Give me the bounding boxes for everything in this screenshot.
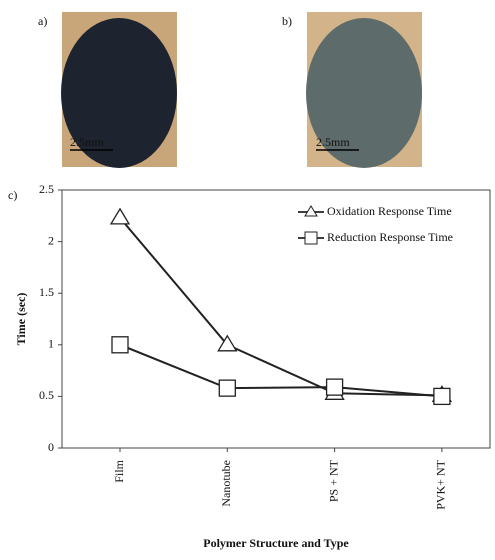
marker-triangle: [217, 334, 238, 352]
legend-label: Reduction Response Time: [327, 230, 453, 244]
plot-frame: [61, 189, 491, 449]
panel-label: b): [282, 14, 292, 28]
panel-label: a): [38, 14, 47, 28]
marker-square: [433, 387, 451, 406]
series-line: [119, 343, 442, 398]
y-tick-label: 1.5: [39, 285, 54, 299]
marker-square: [325, 378, 344, 396]
marker-square: [218, 379, 236, 397]
x-tick-label: Nanotube: [219, 460, 233, 507]
x-tick-label: PVK+ NT: [434, 459, 448, 509]
legend-marker: [304, 231, 318, 245]
y-tick-label: 0: [48, 440, 54, 454]
scale-text: 2.5mm: [316, 135, 350, 149]
y-tick-label: 0.5: [39, 388, 54, 402]
x-tick-label: Film: [112, 459, 126, 482]
y-tick-label: 2: [48, 233, 54, 247]
photo-a-sample: [61, 18, 177, 168]
panel-label: c): [8, 188, 17, 202]
series-line: [119, 217, 442, 397]
legend-label: Oxidation Response Time: [327, 204, 452, 218]
photo-b-sample: [306, 18, 422, 168]
scale-text: 2.5mm: [70, 135, 104, 149]
legend-marker: [304, 205, 318, 217]
y-tick-label: 1: [48, 337, 54, 351]
marker-triangle: [109, 207, 131, 225]
y-axis-title: Time (sec): [14, 293, 28, 346]
marker-square: [111, 336, 129, 354]
x-axis-title: Polymer Structure and Type: [203, 536, 349, 550]
y-tick-label: 2.5: [39, 182, 54, 196]
x-tick-label: PS + NT: [326, 459, 340, 502]
